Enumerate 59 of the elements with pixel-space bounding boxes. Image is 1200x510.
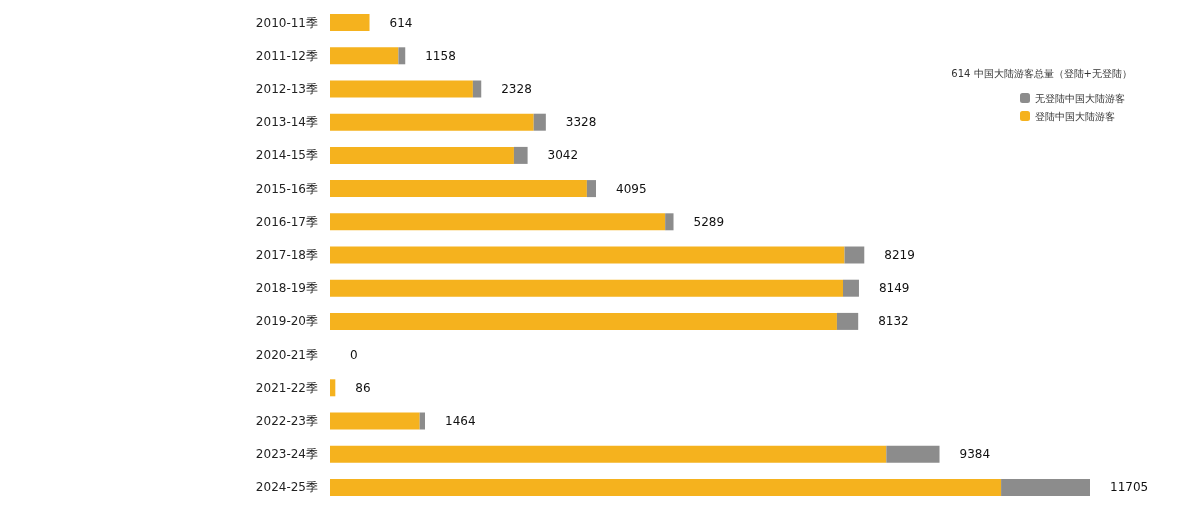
annotation: 1464 (445, 414, 476, 428)
annotation: 1158 (425, 48, 456, 63)
bar (330, 445, 887, 463)
y-tick-label: 2016-17季 (255, 214, 318, 229)
annotation: 8219 (884, 248, 915, 262)
bar (330, 80, 473, 98)
y-tick-label: 2012-13季 (255, 82, 318, 96)
annotation: 8132 (878, 314, 909, 329)
bar (330, 14, 370, 32)
y-tick-label: 2018-19季 (255, 281, 318, 296)
y-tick-label: 2021-22季 (255, 380, 318, 395)
annotation: 8149 (878, 281, 910, 296)
bar (472, 80, 482, 98)
legend-label: 无登陆中国大陆游客 (1035, 92, 1125, 104)
bar (330, 312, 837, 330)
bar (419, 412, 425, 430)
legend-label: 登陆中国大陆游客 (1035, 110, 1115, 122)
bar (330, 180, 587, 198)
annotation: 3328 (565, 115, 597, 130)
bar (886, 445, 940, 463)
bar (513, 146, 528, 164)
annotation: 614 (389, 15, 413, 30)
annotation: 11705 (1110, 480, 1149, 495)
bar (843, 279, 859, 297)
bar (330, 279, 843, 297)
annotation: 4095 (616, 181, 647, 196)
annotation: 5289 (693, 214, 725, 229)
bar (844, 246, 865, 264)
y-tick-label: 2013-14季 (255, 115, 318, 130)
y-tick-label: 2022-23季 (255, 414, 318, 428)
y-tick-label: 2019-20季 (255, 314, 318, 329)
annotation: 3042 (547, 148, 579, 163)
bar (533, 113, 546, 131)
y-tick-label: 2015-16季 (255, 181, 318, 196)
annotation: 614 中国大陆游客总量（登陆+无登陆） (951, 67, 1133, 79)
bar (330, 478, 1002, 496)
y-tick-label: 2011-12季 (255, 48, 318, 63)
y-tick-label: 2010-11季 (255, 15, 318, 30)
annotation: 86 (355, 380, 371, 395)
bar (330, 246, 845, 264)
bar (330, 47, 399, 65)
bar (330, 113, 534, 131)
bar (330, 412, 420, 430)
y-tick-label: 2020-21季 (255, 347, 318, 362)
bar (586, 180, 596, 198)
bar (398, 47, 406, 65)
bar (1001, 478, 1090, 496)
bar (330, 213, 666, 231)
bar (836, 312, 859, 330)
y-tick-label: 2023-24季 (255, 447, 318, 462)
y-tick-label: 2024-25季 (255, 480, 318, 495)
bar (330, 146, 514, 164)
annotation: 9384 (959, 447, 991, 462)
bar (330, 379, 336, 397)
y-tick-label: 2014-15季 (255, 148, 318, 163)
bar (665, 213, 674, 231)
annotation: 0 (350, 347, 358, 362)
annotation: 2328 (501, 82, 532, 96)
y-tick-label: 2017-18季 (255, 248, 318, 262)
